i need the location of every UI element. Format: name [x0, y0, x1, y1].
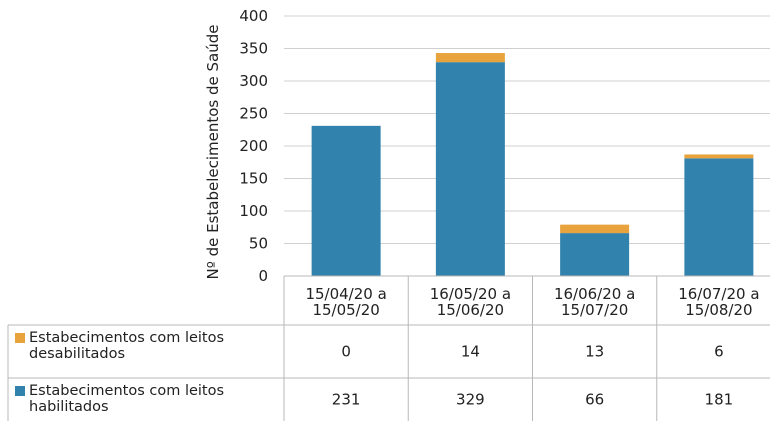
y-tick-label: 0: [258, 267, 268, 285]
y-axis-ticks: 0 50 100 150 200 250 300 350 400: [239, 7, 268, 285]
category-label: 16/05/20 a: [430, 285, 511, 303]
category-label: 15/08/20: [685, 301, 752, 319]
y-tick-label: 100: [239, 202, 268, 220]
category-label: 15/06/20: [437, 301, 504, 319]
bar-habilitados: [684, 158, 754, 276]
series-label: Estabecimentos com leitos: [29, 383, 224, 399]
table-value: 231: [332, 391, 361, 409]
category-label: 16/06/20 a: [554, 285, 635, 303]
bar-desabilitados: [684, 154, 754, 159]
table-value: 0: [341, 343, 351, 361]
y-tick-label: 250: [239, 105, 268, 123]
y-tick-label: 200: [239, 137, 268, 155]
legend-swatch: [15, 333, 25, 343]
category-label: 15/07/20: [561, 301, 628, 319]
y-tick-label: 400: [239, 7, 268, 25]
table-value: 6: [714, 343, 724, 361]
y-tick-label: 300: [239, 72, 268, 90]
bar-habilitados: [560, 233, 630, 276]
table-value: 329: [456, 391, 485, 409]
bars: [311, 53, 754, 277]
bar-desabilitados: [560, 224, 630, 234]
bar-habilitados: [435, 62, 505, 277]
table-value: 66: [585, 391, 604, 409]
table-value: 13: [585, 343, 604, 361]
category-label: 15/05/20: [312, 301, 379, 319]
data-table: 15/04/20 a15/05/20 16/05/20 a15/06/20 16/0…: [7, 275, 770, 421]
bar-habilitados: [311, 125, 381, 276]
table-value: 181: [705, 391, 734, 409]
series-label: habilitados: [29, 399, 109, 415]
table-value: 14: [461, 343, 480, 361]
series-label: desabilitados: [29, 346, 125, 362]
series-label: Estabecimentos com leitos: [29, 330, 224, 346]
y-axis-label: Nº de Estabelecimentos de Saúde: [204, 25, 222, 280]
y-tick-label: 350: [239, 40, 268, 58]
category-label: 15/04/20 a: [305, 285, 386, 303]
y-tick-label: 50: [249, 235, 268, 253]
category-label: 16/07/20 a: [678, 285, 759, 303]
y-tick-label: 150: [239, 170, 268, 188]
bar-desabilitados: [435, 53, 505, 63]
legend-swatch: [15, 386, 25, 396]
